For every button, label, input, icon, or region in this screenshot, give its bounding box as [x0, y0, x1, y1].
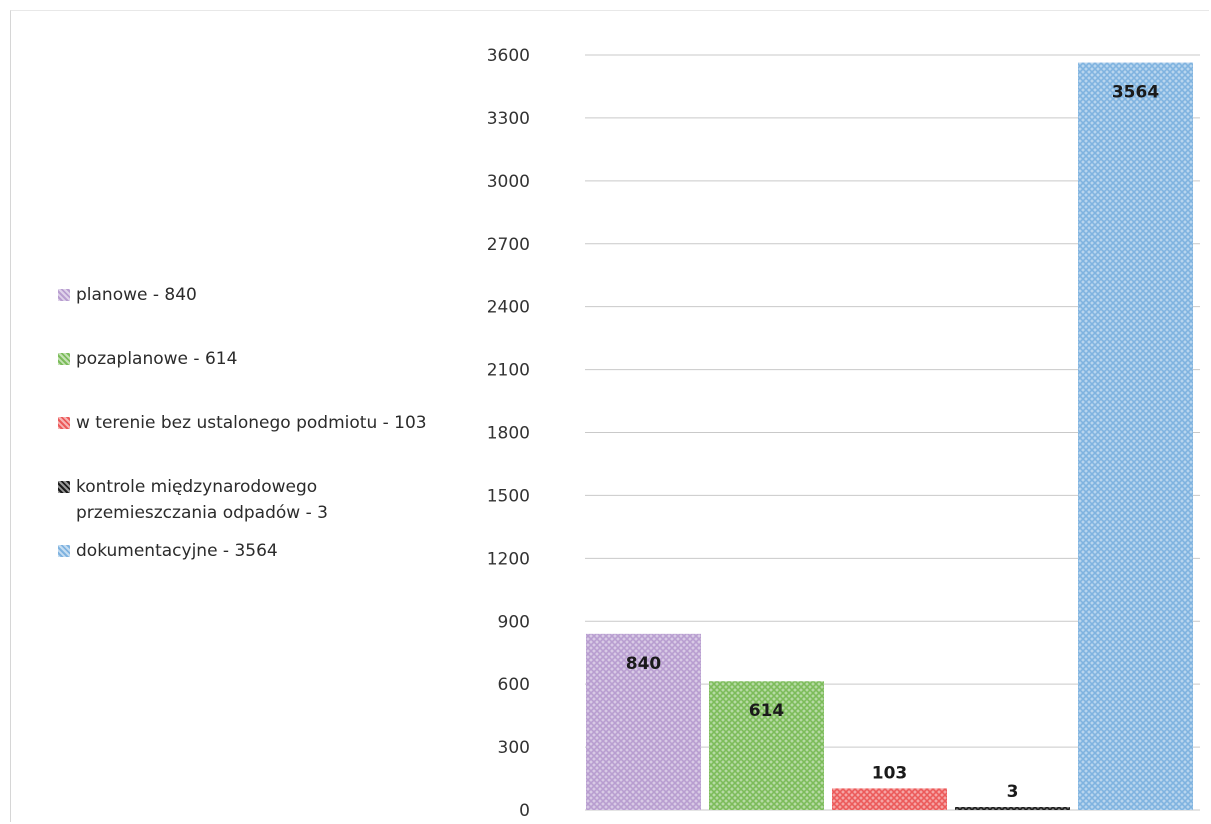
y-tick-label-2400: 2400 [487, 298, 530, 318]
legend-label-pozaplanowe: pozaplanowe - 614 [76, 349, 238, 369]
bars [586, 62, 1193, 811]
y-tick-label-300: 300 [498, 738, 530, 758]
legend-label-w-terenie: w terenie bez ustalonego podmiotu - 103 [76, 413, 427, 433]
legend-item-w-terenie: w terenie bez ustalonego podmiotu - 103 [58, 410, 458, 436]
chart-frame [10, 10, 1209, 822]
legend-swatch-w-terenie [58, 417, 70, 429]
data-label-dokumentacyjne: 3564 [1112, 83, 1159, 103]
y-tick-label-1200: 1200 [487, 549, 530, 569]
legend-swatch-pozaplanowe [58, 353, 70, 365]
legend-item-pozaplanowe: pozaplanowe - 614 [58, 346, 458, 372]
data-label-pozaplanowe: 614 [749, 701, 785, 721]
legend-label-kontrole: kontrole międzynarodowego przemieszczani… [76, 477, 328, 523]
y-tick-label-900: 900 [498, 612, 530, 632]
legend-item-kontrole: kontrole międzynarodowego przemieszczani… [58, 474, 458, 526]
y-axis-ticks: 0 300 600 900 1200 1500 1800 2100 2400 2700 3000 33… [487, 46, 530, 821]
y-tick-label-2100: 2100 [487, 361, 530, 381]
bar-planowe [586, 633, 701, 810]
data-labels: 840 614 103 3 3564 [626, 83, 1160, 802]
data-label-kontrole: 3 [1007, 782, 1019, 802]
legend-label-planowe: planowe - 840 [76, 285, 197, 305]
bar-w-terenie [832, 788, 947, 810]
legend-swatch-planowe [58, 289, 70, 301]
data-label-planowe: 840 [626, 654, 662, 674]
y-tick-label-3300: 3300 [487, 109, 530, 129]
y-tick-label-1500: 1500 [487, 486, 530, 506]
bar-pozaplanowe [709, 681, 824, 810]
legend-swatch-kontrole [58, 481, 70, 493]
y-tick-label-600: 600 [498, 675, 530, 695]
legend-item-planowe: planowe - 840 [58, 282, 458, 308]
legend-swatch-dokumentacyjne [58, 545, 70, 557]
bar-kontrole [955, 807, 1070, 810]
y-tick-label-3600: 3600 [487, 46, 530, 66]
legend-label-dokumentacyjne: dokumentacyjne - 3564 [76, 541, 278, 561]
data-label-w-terenie: 103 [872, 763, 908, 783]
y-tick-label-1800: 1800 [487, 424, 530, 444]
legend-item-dokumentacyjne: dokumentacyjne - 3564 [58, 538, 458, 564]
y-tick-label-3000: 3000 [487, 172, 530, 192]
bar-dokumentacyjne [1078, 62, 1193, 811]
y-tick-label-2700: 2700 [487, 235, 530, 255]
y-tick-label-0: 0 [519, 801, 530, 821]
